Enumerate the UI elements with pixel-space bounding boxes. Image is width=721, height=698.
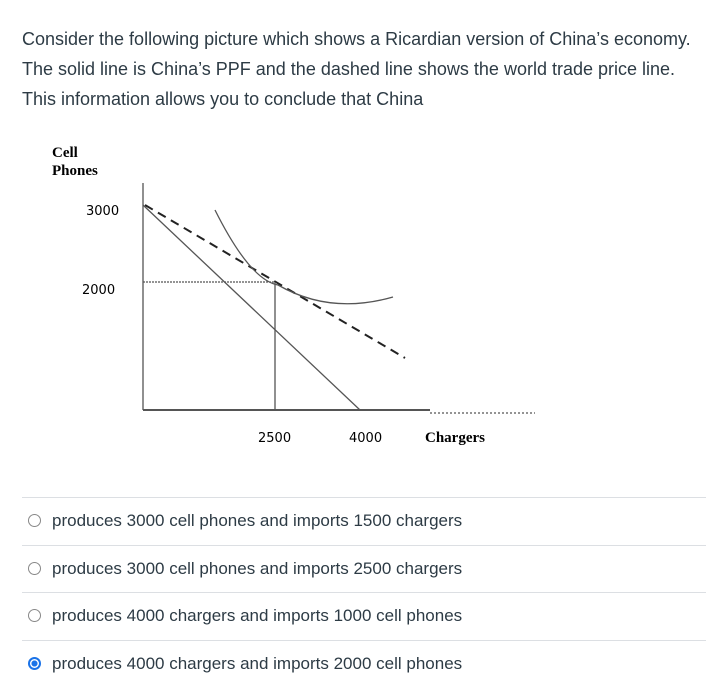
y-axis-label: Phones (52, 163, 98, 179)
x-label: 4000 (349, 431, 382, 446)
radio-button[interactable] (28, 561, 41, 575)
answer-option[interactable]: produces 4000 chargers and imports 2000 … (22, 639, 706, 688)
x-axis-label: Chargers (425, 430, 485, 446)
radio-button[interactable] (28, 514, 41, 527)
radio-button[interactable] (28, 609, 41, 622)
trade-line (144, 204, 406, 359)
option-text: produces 3000 cell phones and imports 15… (52, 511, 463, 530)
radio-button[interactable] (28, 656, 41, 670)
question-text: Consider the following picture which sho… (22, 29, 691, 109)
indifference-curve (214, 209, 394, 305)
option-text: produces 3000 cell phones and imports 25… (52, 558, 463, 578)
y-label: 3000 (86, 204, 119, 219)
x-label: 2500 (258, 431, 291, 446)
answer-option[interactable]: produces 3000 cell phones and imports 15… (22, 497, 706, 545)
diagram: Cell Phones 3000 2000 2500 4000 Chargers (52, 145, 535, 446)
y-label: 2000 (82, 283, 115, 298)
ppf-line (142, 204, 361, 411)
answer-option[interactable]: produces 4000 chargers and imports 1000 … (22, 592, 706, 640)
option-text: produces 4000 chargers and imports 1000 … (52, 606, 463, 625)
y-axis-label: Cell (52, 145, 78, 161)
option-text: produces 4000 chargers and imports 2000 … (52, 653, 463, 673)
answer-option[interactable]: produces 3000 cell phones and imports 25… (22, 544, 706, 593)
